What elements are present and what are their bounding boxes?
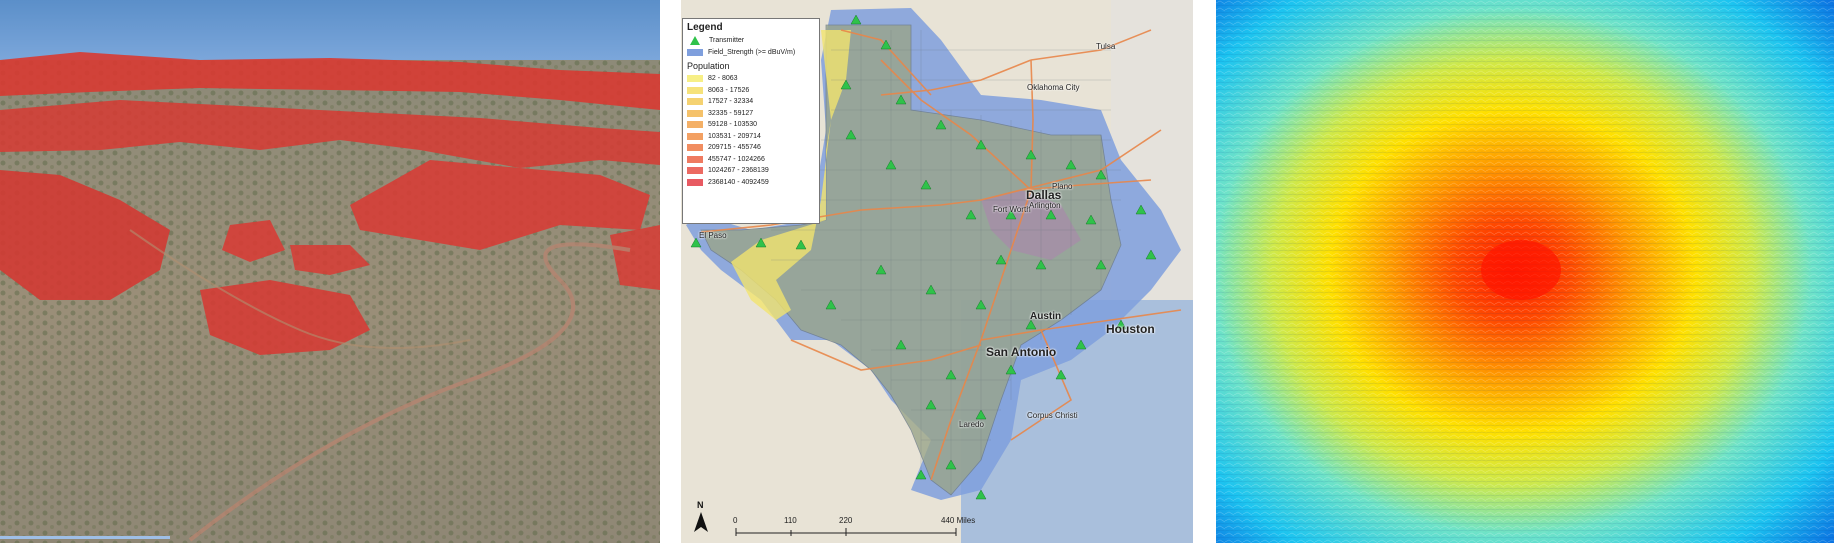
city-el-paso: El Paso: [699, 231, 727, 240]
coverage-patch: [222, 220, 285, 262]
legend-population-class: 1024267 - 2368139: [687, 165, 819, 177]
legend-population-class: 82 - 8063: [687, 73, 819, 85]
scale-tick-110: 110: [784, 516, 797, 525]
population-class-label: 455747 - 1024266: [708, 155, 765, 163]
scale-tick-440: 440 Miles: [941, 516, 976, 525]
coverage-center: [200, 280, 370, 355]
legend-population-class: 103531 - 209714: [687, 131, 819, 143]
population-swatch: [687, 178, 703, 186]
population-swatch: [687, 121, 703, 129]
population-class-label: 17527 - 32334: [708, 98, 754, 106]
population-swatch: [687, 86, 703, 94]
map-legend: Legend Transmitter Field_Strength (>= dB…: [682, 18, 820, 224]
scale-tick-220: 220: [839, 516, 853, 525]
scale-bar: [735, 528, 957, 536]
legend-title: Legend: [687, 22, 723, 33]
population-central: [981, 190, 1081, 260]
legend-population-class: 2368140 - 4092459: [687, 177, 819, 189]
legend-population-classes: 82 - 8063 8063 - 17526 17527 - 32334 32335 …: [683, 73, 819, 188]
city-arlington: Arlington: [1029, 201, 1061, 210]
city-tulsa: Tulsa: [1096, 42, 1116, 51]
highway-road: [188, 242, 631, 542]
transmitter-icon: [690, 36, 700, 46]
population-swatch: [687, 98, 703, 106]
city-fort-worth: Fort Worth: [993, 205, 1031, 214]
city-oklahoma-city: Oklahoma City: [1027, 83, 1080, 92]
population-west: [731, 30, 851, 320]
legend-population-class: 32335 - 59127: [687, 108, 819, 120]
population-swatch: [687, 132, 703, 140]
legend-field-strength: Field_Strength (>= dBuV/m): [687, 47, 819, 59]
population-class-label: 8063 - 17526: [708, 86, 750, 94]
scale-tick-0: 0: [733, 516, 738, 525]
signal-heatmap-panel: [1216, 0, 1834, 543]
city-corpus-christi: Corpus Christi: [1027, 411, 1078, 420]
coverage-ridge-far: [0, 52, 660, 110]
city-houston: Houston: [1106, 322, 1155, 336]
coverage-edge: [610, 225, 660, 290]
coverage-ridge-mid: [0, 100, 660, 168]
population-class-label: 32335 - 59127: [708, 109, 754, 117]
population-class-label: 209715 - 455746: [708, 144, 761, 152]
city-dallas: Dallas: [1026, 188, 1062, 202]
city-laredo: Laredo: [959, 420, 984, 429]
population-swatch: [687, 155, 703, 163]
signal-heatmap: [1216, 0, 1834, 543]
population-class-label: 103531 - 209714: [708, 132, 761, 140]
population-class-label: 2368140 - 4092459: [708, 178, 769, 186]
population-class-label: 1024267 - 2368139: [708, 167, 769, 175]
legend-population-class: 17527 - 32334: [687, 96, 819, 108]
legend-population-title: Population: [687, 61, 730, 71]
legend-field-strength-label: Field_Strength (>= dBuV/m): [708, 48, 796, 56]
transmitters: [690, 14, 1157, 500]
progress-strip: [0, 536, 170, 539]
coverage-patch-2: [290, 245, 370, 275]
legend-transmitter: Transmitter: [687, 35, 819, 47]
legend-population-class: 8063 - 17526: [687, 85, 819, 97]
city-austin: Austin: [1030, 311, 1062, 322]
texas-coverage-map: 0 110 220 440 Miles N Dallas Fort Worth …: [681, 0, 1193, 543]
north-label: N: [697, 500, 704, 510]
city-plano: Plano: [1052, 182, 1073, 191]
coverage-left: [0, 170, 170, 300]
local-road: [129, 229, 471, 349]
population-swatch: [687, 75, 703, 83]
coverage-ridge-right: [350, 160, 650, 250]
population-swatch: [687, 144, 703, 152]
population-swatch: [687, 109, 703, 117]
population-class-label: 82 - 8063: [708, 75, 738, 83]
legend-population-class: 209715 - 455746: [687, 142, 819, 154]
map-canvas: [681, 0, 1193, 543]
terrain-3d-panel: [0, 0, 660, 543]
legend-transmitter-label: Transmitter: [709, 37, 745, 45]
population-swatch: [687, 167, 703, 175]
legend-population-class: 455747 - 1024266: [687, 154, 819, 166]
signal-peak: [1481, 240, 1561, 300]
legend-population-class: 59128 - 103530: [687, 119, 819, 131]
field-strength-swatch: [687, 48, 703, 56]
terrain-3d-view: [0, 0, 660, 543]
north-arrow-icon: [694, 512, 708, 532]
city-san-antonio: San Antonio: [986, 345, 1057, 359]
population-class-label: 59128 - 103530: [708, 121, 758, 129]
